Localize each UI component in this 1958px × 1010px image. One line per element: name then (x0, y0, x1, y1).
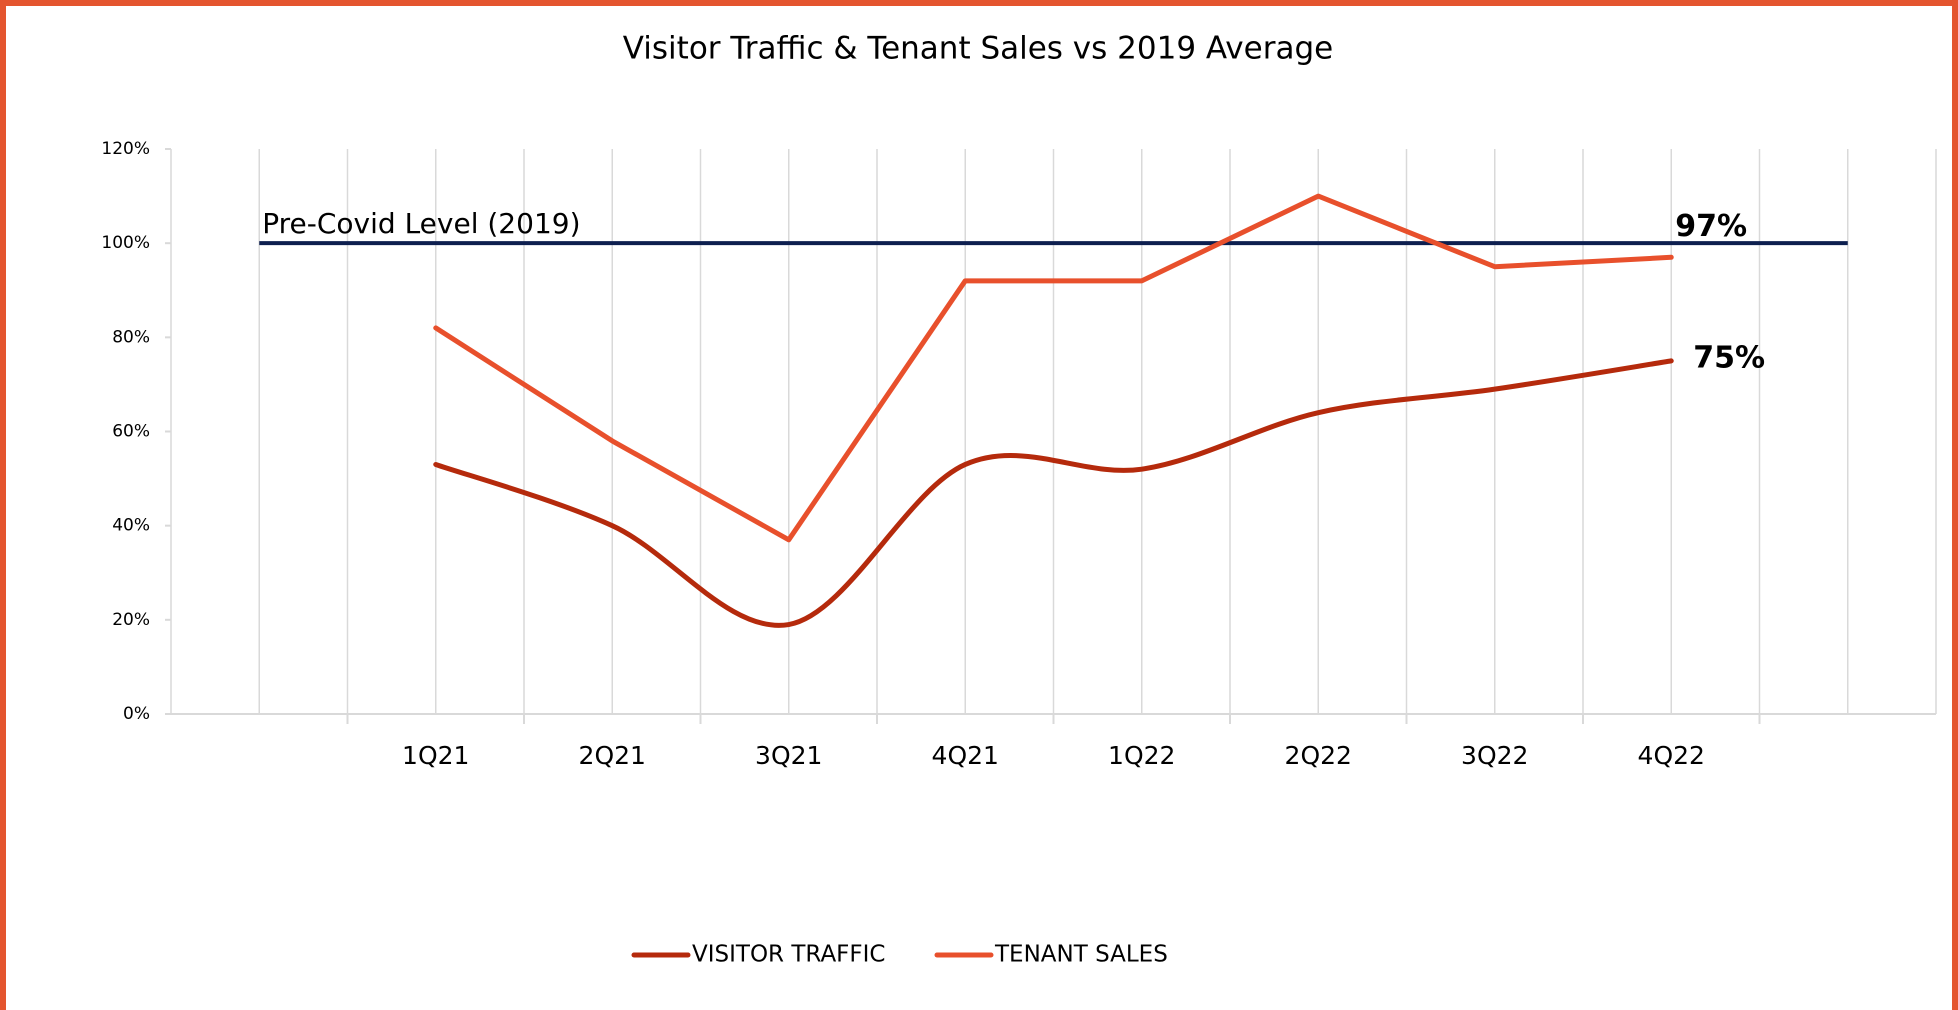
y-tick-label: 120% (101, 139, 150, 159)
x-tick-label: 3Q21 (755, 741, 822, 770)
series-line (433, 193, 1674, 543)
x-tick-label: 3Q22 (1461, 741, 1528, 770)
x-tick-label: 1Q21 (402, 741, 469, 770)
series-line (433, 358, 1674, 628)
reference-label: Pre-Covid Level (2019) (262, 207, 580, 240)
y-tick-label: 20% (112, 610, 150, 630)
y-tick-label: 60% (112, 422, 150, 442)
chart-title: Visitor Traffic & Tenant Sales vs 2019 A… (623, 31, 1333, 67)
y-tick-label: 80% (112, 327, 150, 347)
y-tick-label: 100% (101, 233, 150, 253)
legend-label: TENANT SALES (994, 942, 1168, 968)
x-tick-label: 4Q22 (1638, 741, 1705, 770)
data-label: 75% (1693, 340, 1765, 375)
y-tick-label: 0% (123, 704, 150, 724)
x-tick-label: 2Q21 (579, 741, 646, 770)
data-label: 97% (1675, 209, 1747, 244)
x-tick-label: 4Q21 (932, 741, 999, 770)
legend-label: VISITOR TRAFFIC (692, 942, 885, 968)
y-tick-label: 40% (112, 516, 150, 536)
x-tick-label: 2Q22 (1285, 741, 1352, 770)
x-tick-label: 1Q22 (1108, 741, 1175, 770)
